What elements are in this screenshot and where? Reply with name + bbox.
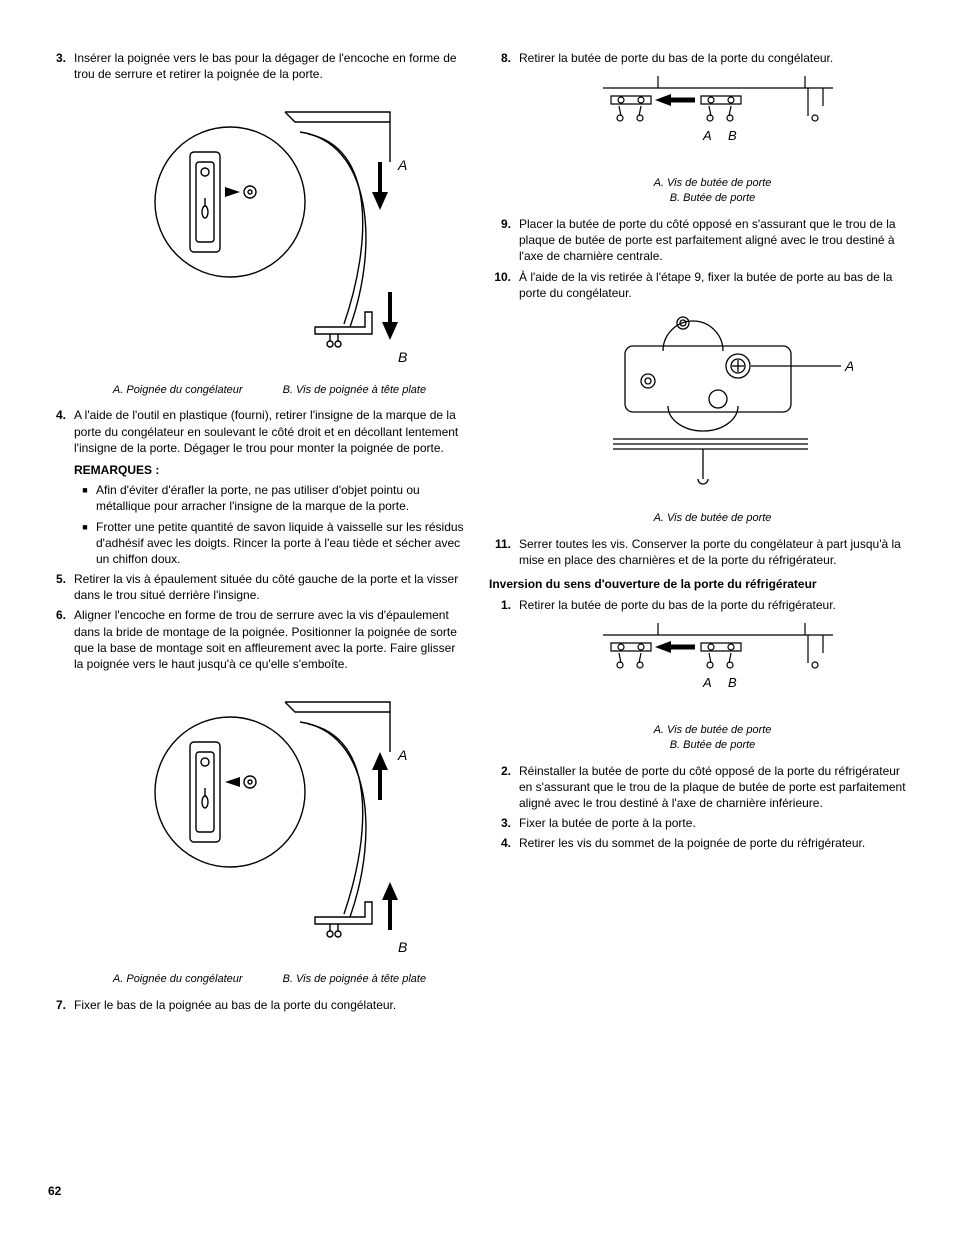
diagram-handle-down: A B — [120, 92, 420, 372]
figure2-caption: A. Poignée du congélateur B. Vis de poig… — [48, 972, 465, 987]
step-number: 5. — [48, 571, 74, 603]
refrig-step-1: 1. Retirer la butée de porte du bas de l… — [489, 597, 906, 613]
step-text: A l'aide de l'outil en plastique (fourni… — [74, 407, 465, 456]
diagram-label-a: A — [397, 157, 407, 173]
step-10: 10. À l'aide de la vis retirée à l'étape… — [489, 269, 906, 301]
step-9: 9. Placer la butée de porte du côté oppo… — [489, 216, 906, 265]
step-number: 6. — [48, 607, 74, 672]
figure3-caption: A. Vis de butée de porte B. Butée de por… — [489, 176, 906, 206]
bullet-item: ■ Frotter une petite quantité de savon l… — [74, 519, 465, 568]
step-number: 7. — [48, 997, 74, 1013]
caption-b: B. Vis de poignée à tête plate — [283, 972, 427, 987]
figure5-caption: A. Vis de butée de porte B. Butée de por… — [489, 723, 906, 753]
step-text: Insérer la poignée vers le bas pour la d… — [74, 50, 465, 82]
figure-hinge-plate: A — [489, 311, 906, 505]
step-number: 4. — [489, 835, 519, 851]
diagram-label-b: B — [398, 939, 407, 955]
subheading-reversal: Inversion du sens d'ouverture de la port… — [489, 576, 906, 592]
diagram-label-a: A — [702, 128, 712, 143]
figure-doorstop-remove-2: A B — [489, 623, 906, 717]
diagram-label-a: A — [844, 358, 853, 374]
diagram-handle-up: A B — [120, 682, 420, 962]
step-text: Retirer la vis à épaulement située du cô… — [74, 571, 465, 603]
step-number: 3. — [48, 50, 74, 82]
step-number: 8. — [489, 50, 519, 66]
step-text: Réinstaller la butée de porte du côté op… — [519, 763, 906, 812]
refrig-step-4: 4. Retirer les vis du sommet de la poign… — [489, 835, 906, 851]
step-text: Aligner l'encoche en forme de trou de se… — [74, 607, 465, 672]
step-text: Fixer le bas de la poignée au bas de la … — [74, 997, 465, 1013]
page-columns: 3. Insérer la poignée vers le bas pour l… — [48, 50, 906, 1017]
diagram-label-a: A — [702, 675, 712, 690]
bullet-item: ■ Afin d'éviter d'érafler la porte, ne p… — [74, 482, 465, 514]
step-text: Retirer les vis du sommet de la poignée … — [519, 835, 906, 851]
caption-a: A. Vis de butée de porte — [519, 511, 906, 526]
right-column: 8. Retirer la butée de porte du bas de l… — [489, 50, 906, 1017]
step-text: Serrer toutes les vis. Conserver la port… — [519, 536, 906, 568]
bullet-text: Frotter une petite quantité de savon liq… — [96, 519, 465, 568]
caption-a: A. Poignée du congélateur — [113, 972, 243, 987]
caption-b: B. Vis de poignée à tête plate — [283, 383, 427, 398]
bullet-square-icon: ■ — [74, 519, 96, 568]
diagram-label-b: B — [398, 349, 407, 365]
step-7: 7. Fixer le bas de la poignée au bas de … — [48, 997, 465, 1013]
step-5: 5. Retirer la vis à épaulement située du… — [48, 571, 465, 603]
diagram-label-a: A — [397, 747, 407, 763]
remarques-heading: REMARQUES : — [74, 462, 465, 478]
diagram-doorstop2: A B — [583, 623, 843, 713]
figure1-caption: A. Poignée du congélateur B. Vis de poig… — [48, 383, 465, 398]
step-text: Retirer la butée de porte du bas de la p… — [519, 597, 906, 613]
step-text: À l'aide de la vis retirée à l'étape 9, … — [519, 269, 906, 301]
remarques-block: REMARQUES : ■ Afin d'éviter d'érafler la… — [48, 462, 465, 567]
diagram-label-b: B — [728, 675, 737, 690]
figure-doorstop-remove: A B — [489, 76, 906, 170]
step-11: 11. Serrer toutes les vis. Conserver la … — [489, 536, 906, 568]
bullet-square-icon: ■ — [74, 482, 96, 514]
step-number: 3. — [489, 815, 519, 831]
caption-a: A. Vis de butée de porte — [519, 176, 906, 191]
bullet-text: Afin d'éviter d'érafler la porte, ne pas… — [96, 482, 465, 514]
step-number: 4. — [48, 407, 74, 456]
step-text: Retirer la butée de porte du bas de la p… — [519, 50, 906, 66]
left-column: 3. Insérer la poignée vers le bas pour l… — [48, 50, 465, 1017]
caption-a: A. Poignée du congélateur — [113, 383, 243, 398]
step-number: 9. — [489, 216, 519, 265]
figure-handle-install: A B — [48, 682, 465, 966]
step-4: 4. A l'aide de l'outil en plastique (fou… — [48, 407, 465, 456]
step-number: 10. — [489, 269, 519, 301]
figure-handle-remove: A B — [48, 92, 465, 376]
diagram-label-b: B — [728, 128, 737, 143]
step-number: 11. — [489, 536, 519, 568]
refrig-step-3: 3. Fixer la butée de porte à la porte. — [489, 815, 906, 831]
caption-b: B. Butée de porte — [519, 191, 906, 206]
diagram-hinge-plate: A — [573, 311, 853, 501]
step-number: 1. — [489, 597, 519, 613]
figure4-caption: A. Vis de butée de porte — [489, 511, 906, 526]
caption-b: B. Butée de porte — [519, 738, 906, 753]
refrig-step-2: 2. Réinstaller la butée de porte du côté… — [489, 763, 906, 812]
step-number: 2. — [489, 763, 519, 812]
caption-a: A. Vis de butée de porte — [519, 723, 906, 738]
step-3: 3. Insérer la poignée vers le bas pour l… — [48, 50, 465, 82]
diagram-doorstop1: A B — [583, 76, 843, 166]
page-number: 62 — [48, 1183, 61, 1199]
step-text: Fixer la butée de porte à la porte. — [519, 815, 906, 831]
step-text: Placer la butée de porte du côté opposé … — [519, 216, 906, 265]
step-8: 8. Retirer la butée de porte du bas de l… — [489, 50, 906, 66]
step-6: 6. Aligner l'encoche en forme de trou de… — [48, 607, 465, 672]
